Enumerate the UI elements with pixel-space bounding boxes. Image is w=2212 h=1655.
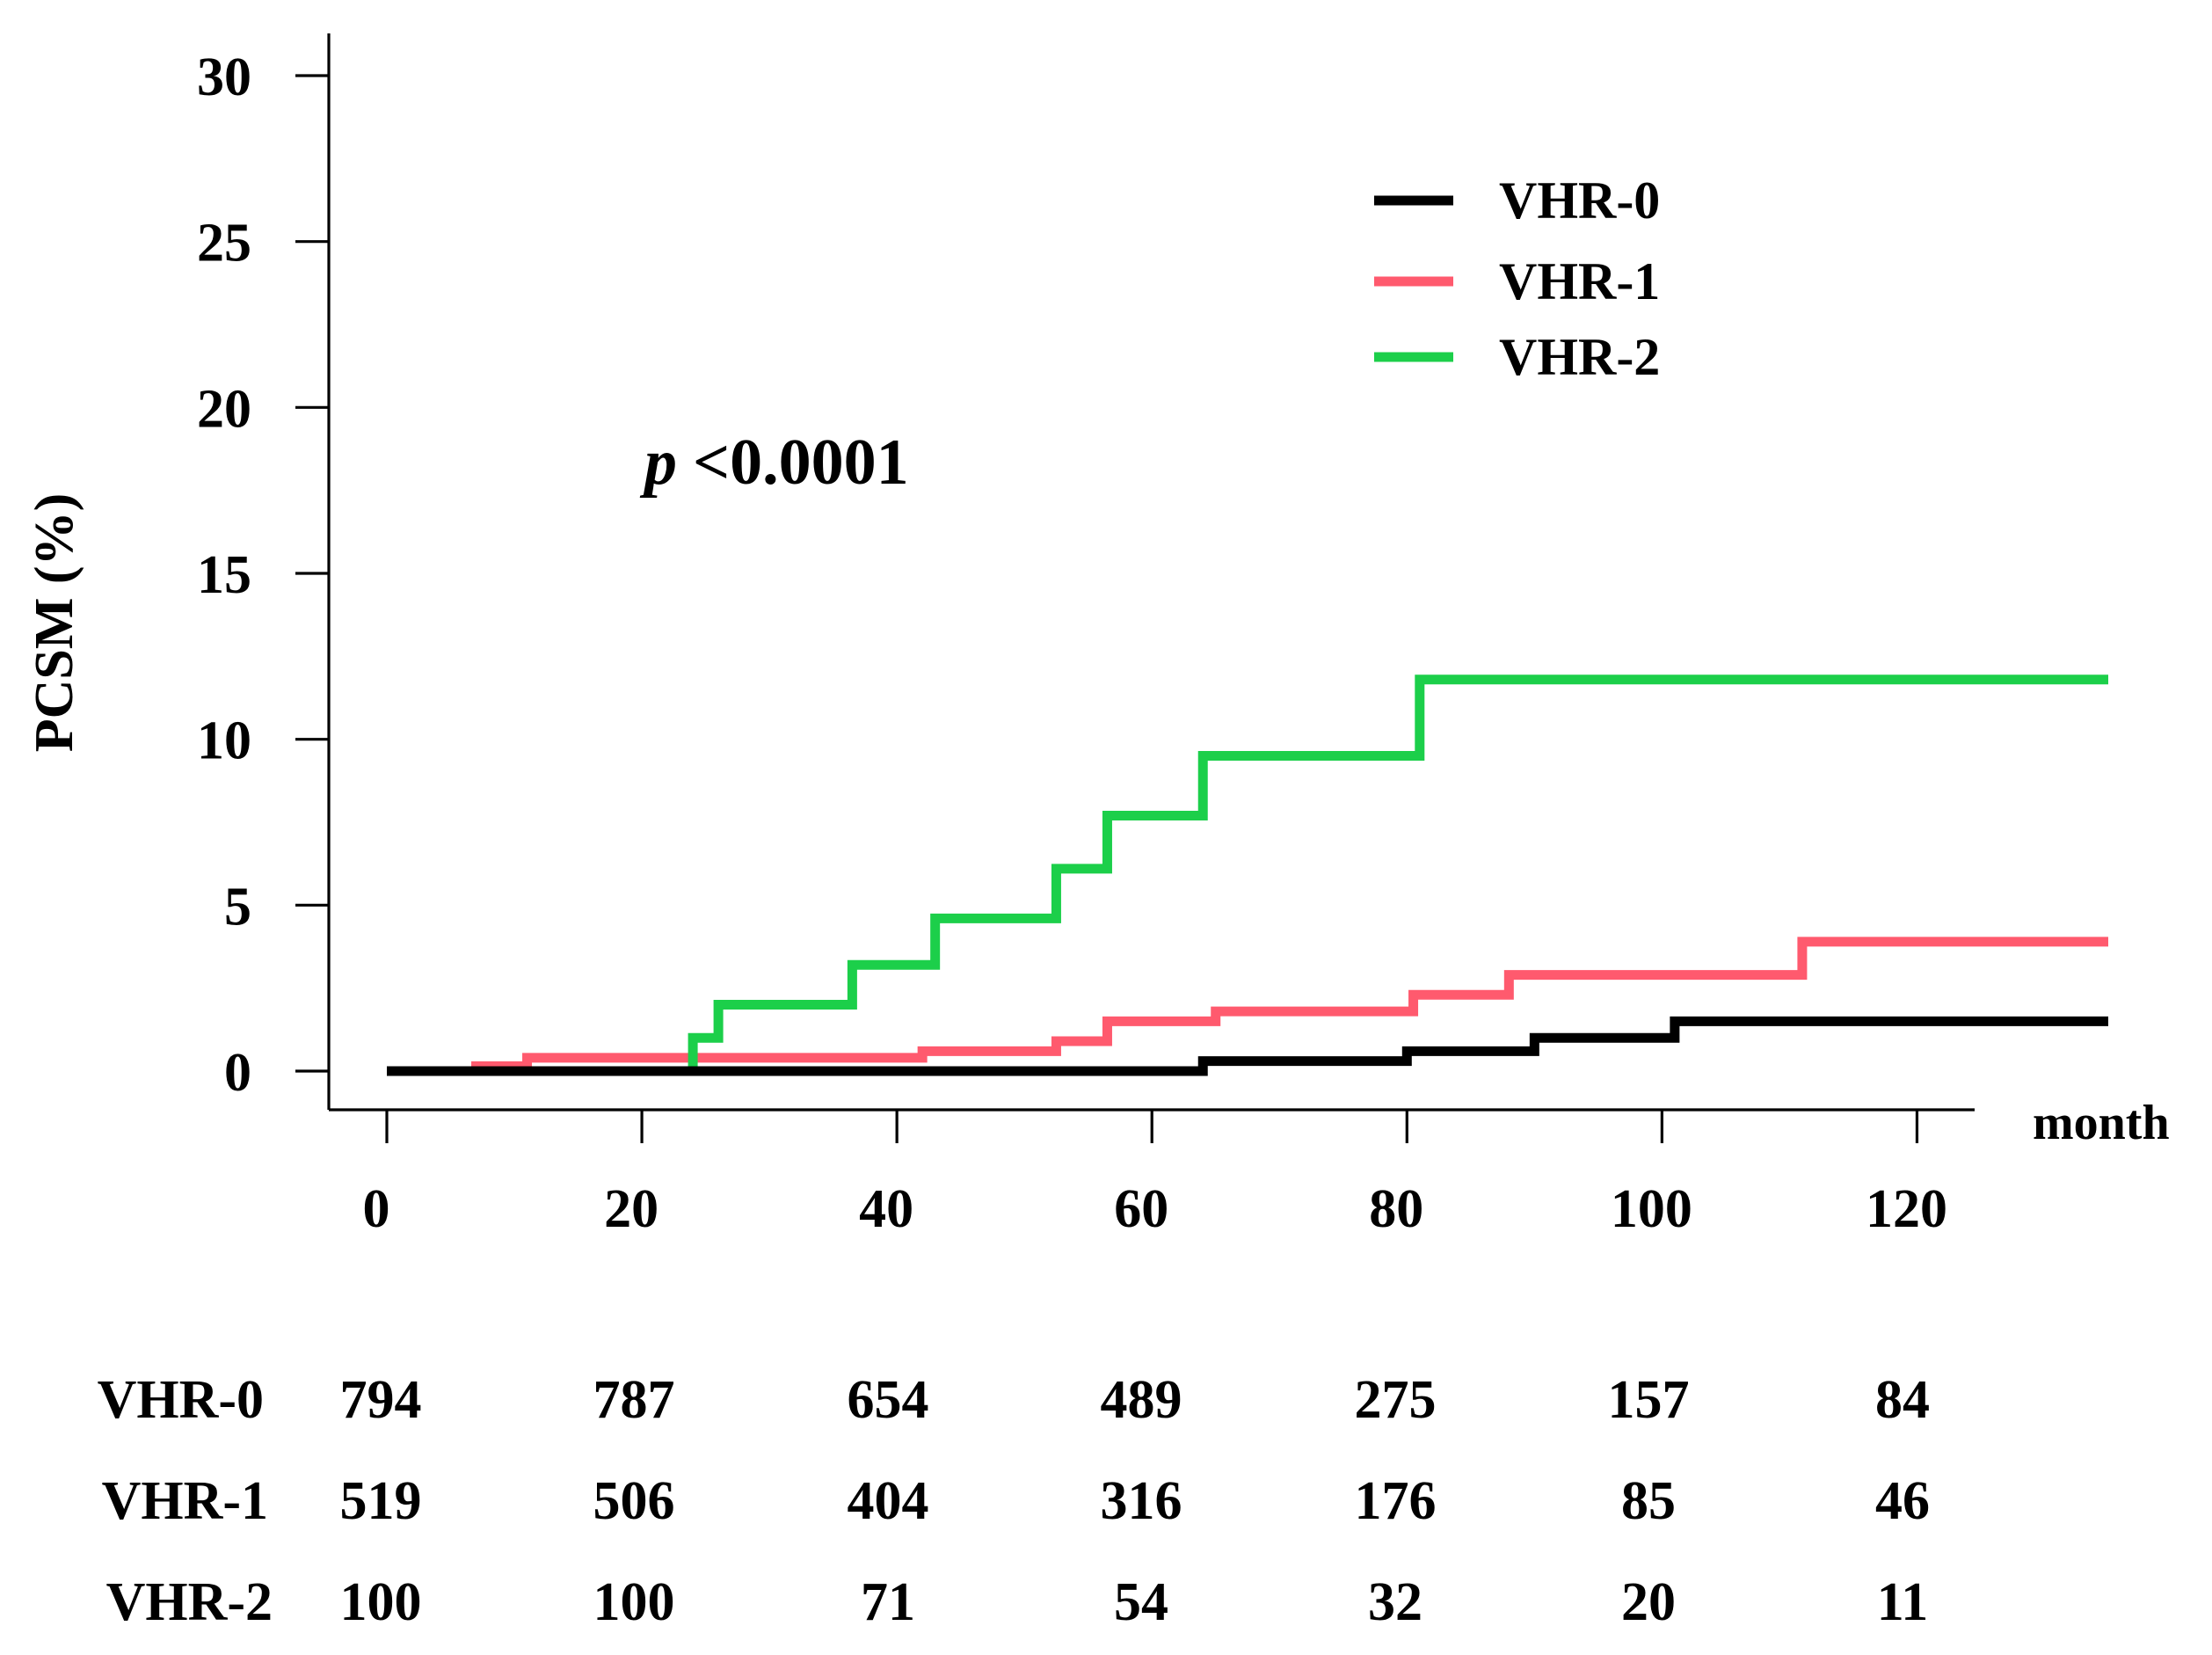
legend-label-vhr-0: VHR-0 <box>1499 171 1660 230</box>
y-axis-label: PCSM (%) <box>25 493 84 752</box>
legend: VHR-0 VHR-1 VHR-2 <box>1374 171 1660 386</box>
x-tick-label: 80 <box>1369 1179 1423 1239</box>
risk-row-label-vhr-1: VHR-1 <box>102 1471 268 1531</box>
risk-cell: 46 <box>1875 1471 1930 1531</box>
x-tick-label: 60 <box>1114 1179 1168 1239</box>
risk-cell: 787 <box>593 1370 675 1430</box>
p-value-symbol: p <box>639 427 677 499</box>
risk-cell: 489 <box>1101 1370 1182 1430</box>
x-tick-label: 120 <box>1866 1179 1947 1239</box>
risk-cell: 71 <box>861 1572 915 1632</box>
y-tick-label: 5 <box>224 877 251 937</box>
y-tick-label: 15 <box>197 545 251 605</box>
legend-label-vhr-2: VHR-2 <box>1499 328 1660 386</box>
risk-cell: 84 <box>1875 1370 1930 1430</box>
y-tick-label: 30 <box>197 47 251 107</box>
p-value-annotation: p <0.0001 <box>639 427 909 499</box>
x-tick-label: 0 <box>363 1179 390 1239</box>
risk-cell: 654 <box>848 1370 929 1430</box>
risk-cell: 794 <box>340 1370 422 1430</box>
x-axis-label: month <box>2033 1096 2170 1150</box>
risk-cell: 506 <box>593 1471 675 1531</box>
x-tick-label: 100 <box>1611 1179 1692 1239</box>
risk-cell: 85 <box>1621 1471 1676 1531</box>
curves <box>387 674 2108 1076</box>
y-tick-label: 20 <box>197 379 251 439</box>
risk-cell: 157 <box>1608 1370 1690 1430</box>
y-tick-label: 25 <box>197 214 251 273</box>
series-line-vhr-2 <box>387 674 2108 1076</box>
risk-row-label-vhr-0: VHR-0 <box>98 1370 264 1430</box>
risk-cell: 404 <box>848 1471 929 1531</box>
risk-cell: 11 <box>1877 1572 1929 1632</box>
series-line-vhr-1 <box>387 937 2108 1076</box>
risk-cell: 32 <box>1368 1572 1423 1632</box>
x-tick-label: 40 <box>859 1179 913 1239</box>
legend-label-vhr-1: VHR-1 <box>1499 252 1660 310</box>
x-tick-label: 20 <box>604 1179 659 1239</box>
risk-cell: 20 <box>1621 1572 1676 1632</box>
y-tick-label: 0 <box>224 1043 251 1103</box>
risk-cell: 100 <box>593 1572 675 1632</box>
series-line-vhr-0 <box>387 1016 2108 1076</box>
p-value-text: <0.0001 <box>693 427 909 499</box>
risk-cell: 275 <box>1355 1370 1437 1430</box>
risk-table: VHR-0 VHR-1 VHR-2 794 787 654 489 275 15… <box>98 1370 1930 1632</box>
x-ticks: 0 20 40 60 80 100 120 <box>363 1110 1947 1239</box>
y-ticks: 0 5 10 15 20 25 30 <box>197 47 329 1103</box>
risk-cell: 519 <box>340 1471 422 1531</box>
risk-row-label-vhr-2: VHR-2 <box>106 1572 273 1632</box>
risk-cell: 100 <box>340 1572 422 1632</box>
risk-cell: 54 <box>1114 1572 1168 1632</box>
y-tick-label: 10 <box>197 711 251 771</box>
risk-cell: 176 <box>1355 1471 1437 1531</box>
risk-cell: 316 <box>1101 1471 1182 1531</box>
